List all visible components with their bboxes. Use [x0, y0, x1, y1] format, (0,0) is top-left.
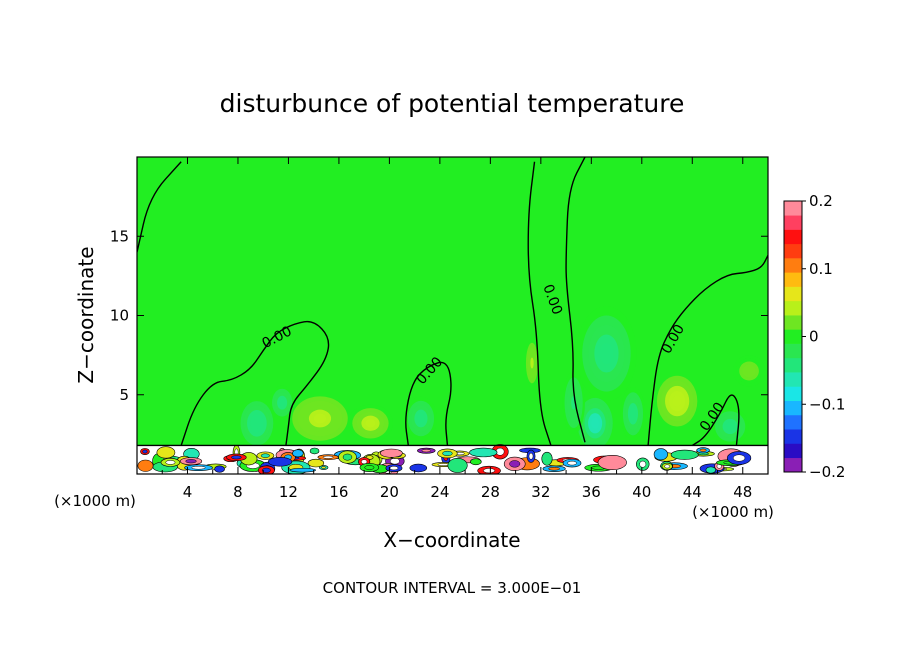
colorbar-swatch: [784, 386, 802, 401]
contour-east-bump: [691, 394, 740, 447]
contour-interval-note: CONTOUR INTERVAL = 3.000E−01: [323, 579, 582, 597]
anomaly-10: [656, 375, 698, 427]
colorbar-tick-label: −0.1: [809, 395, 845, 413]
anomaly-9: [620, 386, 646, 441]
colorbar-swatch: [784, 300, 802, 316]
contour-plume-1: [180, 320, 330, 446]
colorbar-tick-label: 0.1: [809, 260, 833, 278]
y-axis-label: Z−coordinate: [74, 246, 98, 383]
anomaly-7: [577, 397, 613, 449]
y-tick-label: 5: [119, 386, 129, 404]
boundary-layer: [137, 444, 768, 474]
x-tick-label: 40: [632, 483, 651, 501]
anomaly-0: [240, 401, 274, 446]
colorbar-swatch: [784, 229, 802, 245]
anomaly-3: [347, 404, 394, 443]
colorbar-swatch: [784, 201, 802, 216]
y-axis: 5 10 15: [110, 227, 768, 404]
x-tick-label: 28: [481, 483, 500, 501]
x-tick-label: 16: [329, 483, 348, 501]
contour-east-plume-right: [565, 157, 586, 443]
colorbar: 0.2 0.1 0 −0.1 −0.2: [783, 192, 845, 481]
x-axis-label: X−coordinate: [383, 528, 520, 552]
colorbar-swatch: [784, 429, 802, 444]
x-unit-right: (×1000 m): [692, 503, 774, 521]
contour-east-plume: [527, 161, 552, 446]
colorbar-tick-label: 0: [809, 328, 819, 346]
anomaly-1: [269, 385, 295, 421]
anomaly-4: [404, 396, 438, 441]
colorbar-swatch: [784, 414, 802, 430]
colorbar-swatch: [784, 357, 802, 373]
chart-title: disturbunce of potential temperature: [220, 89, 685, 118]
contour-west: [137, 161, 182, 253]
colorbar-swatch: [784, 215, 802, 230]
colorbar-swatch: [784, 400, 802, 416]
colorbar-swatch: [784, 457, 802, 473]
contour-far-east: [647, 254, 768, 446]
colorbar-swatch: [784, 243, 802, 259]
plot-background: [137, 157, 768, 474]
x-tick-label: 24: [430, 483, 449, 501]
x-tick-label: 8: [233, 483, 243, 501]
colorbar-swatch: [784, 343, 802, 359]
anomaly-6: [576, 305, 637, 402]
colorbar-swatch: [784, 443, 802, 459]
colorbar-swatch: [784, 286, 802, 302]
colorbar-tick-label: −0.2: [809, 463, 845, 481]
contour-plume-2: [405, 361, 452, 446]
x-tick-label: 44: [683, 483, 702, 501]
y-tick-label: 15: [110, 227, 129, 245]
colorbar-swatch: [784, 272, 802, 287]
anomaly-5: [524, 337, 540, 389]
x-axis: 4 8 12 16 20 24 28 32 36 40 44 48: [161, 157, 752, 501]
colorbar-swatch: [784, 315, 802, 330]
x-tick-label: 36: [582, 483, 601, 501]
anomaly-12: [732, 355, 766, 387]
colorbar-swatch: [784, 372, 802, 387]
colorbar-swatch: [784, 258, 802, 273]
colorbar-tick-label: 0.2: [809, 192, 833, 210]
colorbar-swatch: [784, 329, 802, 344]
x-tick-label: 12: [279, 483, 298, 501]
x-unit-left: (×1000 m): [54, 492, 136, 510]
x-tick-label: 20: [380, 483, 399, 501]
x-tick-label: 4: [183, 483, 193, 501]
x-tick-label: 48: [733, 483, 752, 501]
plot-area: 0.000.000.000.000.00: [137, 157, 768, 474]
x-tick-label: 32: [531, 483, 550, 501]
anomaly-2: [292, 396, 348, 441]
y-tick-label: 10: [110, 307, 129, 325]
